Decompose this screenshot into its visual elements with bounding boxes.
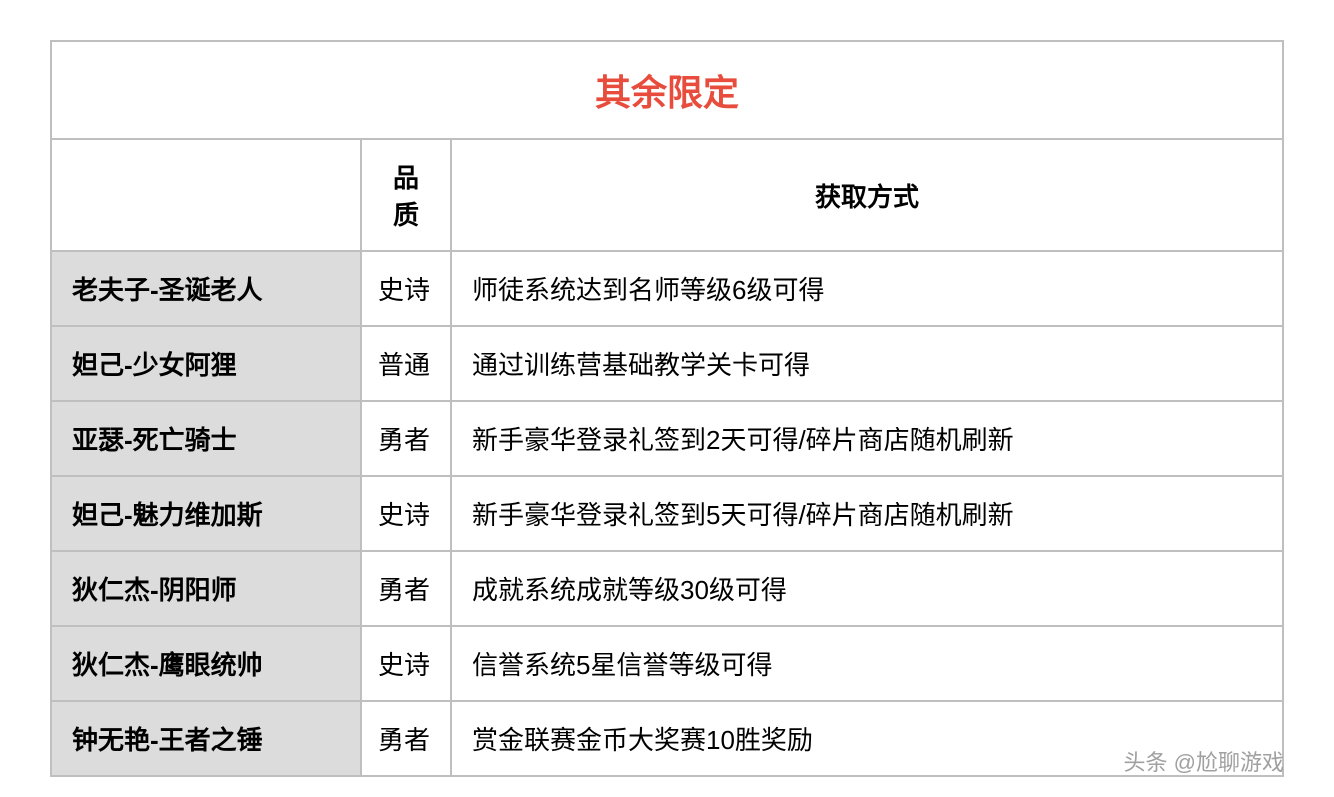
header-name	[51, 139, 361, 251]
skin-method: 师徒系统达到名师等级6级可得	[451, 251, 1283, 326]
table-row: 妲己-魅力维加斯 史诗 新手豪华登录礼签到5天可得/碎片商店随机刷新	[51, 476, 1283, 551]
skin-name: 钟无艳-王者之锤	[51, 701, 361, 776]
watermark-text: 头条 @尬聊游戏	[1124, 745, 1284, 777]
table-row: 老夫子-圣诞老人 史诗 师徒系统达到名师等级6级可得	[51, 251, 1283, 326]
table-row: 妲己-少女阿狸 普通 通过训练营基础教学关卡可得	[51, 326, 1283, 401]
header-method: 获取方式	[451, 139, 1283, 251]
limited-skins-table: 其余限定 品质 获取方式 老夫子-圣诞老人 史诗 师徒系统达到名师等级6级可得 …	[50, 40, 1284, 777]
table-row: 狄仁杰-鹰眼统帅 史诗 信誉系统5星信誉等级可得	[51, 626, 1283, 701]
skin-quality: 勇者	[361, 401, 451, 476]
skin-method: 新手豪华登录礼签到2天可得/碎片商店随机刷新	[451, 401, 1283, 476]
table-container: 其余限定 品质 获取方式 老夫子-圣诞老人 史诗 师徒系统达到名师等级6级可得 …	[50, 40, 1284, 777]
table-row: 亚瑟-死亡骑士 勇者 新手豪华登录礼签到2天可得/碎片商店随机刷新	[51, 401, 1283, 476]
skin-method: 信誉系统5星信誉等级可得	[451, 626, 1283, 701]
skin-quality: 史诗	[361, 476, 451, 551]
skin-quality: 勇者	[361, 551, 451, 626]
title-row: 其余限定	[51, 41, 1283, 139]
skin-name: 老夫子-圣诞老人	[51, 251, 361, 326]
skin-method: 成就系统成就等级30级可得	[451, 551, 1283, 626]
table-title: 其余限定	[51, 41, 1283, 139]
header-row: 品质 获取方式	[51, 139, 1283, 251]
skin-name: 狄仁杰-鹰眼统帅	[51, 626, 361, 701]
skin-method: 通过训练营基础教学关卡可得	[451, 326, 1283, 401]
skin-name: 妲己-少女阿狸	[51, 326, 361, 401]
skin-name: 妲己-魅力维加斯	[51, 476, 361, 551]
skin-quality: 史诗	[361, 626, 451, 701]
table-row: 狄仁杰-阴阳师 勇者 成就系统成就等级30级可得	[51, 551, 1283, 626]
skin-method: 新手豪华登录礼签到5天可得/碎片商店随机刷新	[451, 476, 1283, 551]
table-row: 钟无艳-王者之锤 勇者 赏金联赛金币大奖赛10胜奖励	[51, 701, 1283, 776]
skin-quality: 史诗	[361, 251, 451, 326]
header-quality: 品质	[361, 139, 451, 251]
skin-quality: 普通	[361, 326, 451, 401]
skin-name: 亚瑟-死亡骑士	[51, 401, 361, 476]
skin-quality: 勇者	[361, 701, 451, 776]
skin-name: 狄仁杰-阴阳师	[51, 551, 361, 626]
